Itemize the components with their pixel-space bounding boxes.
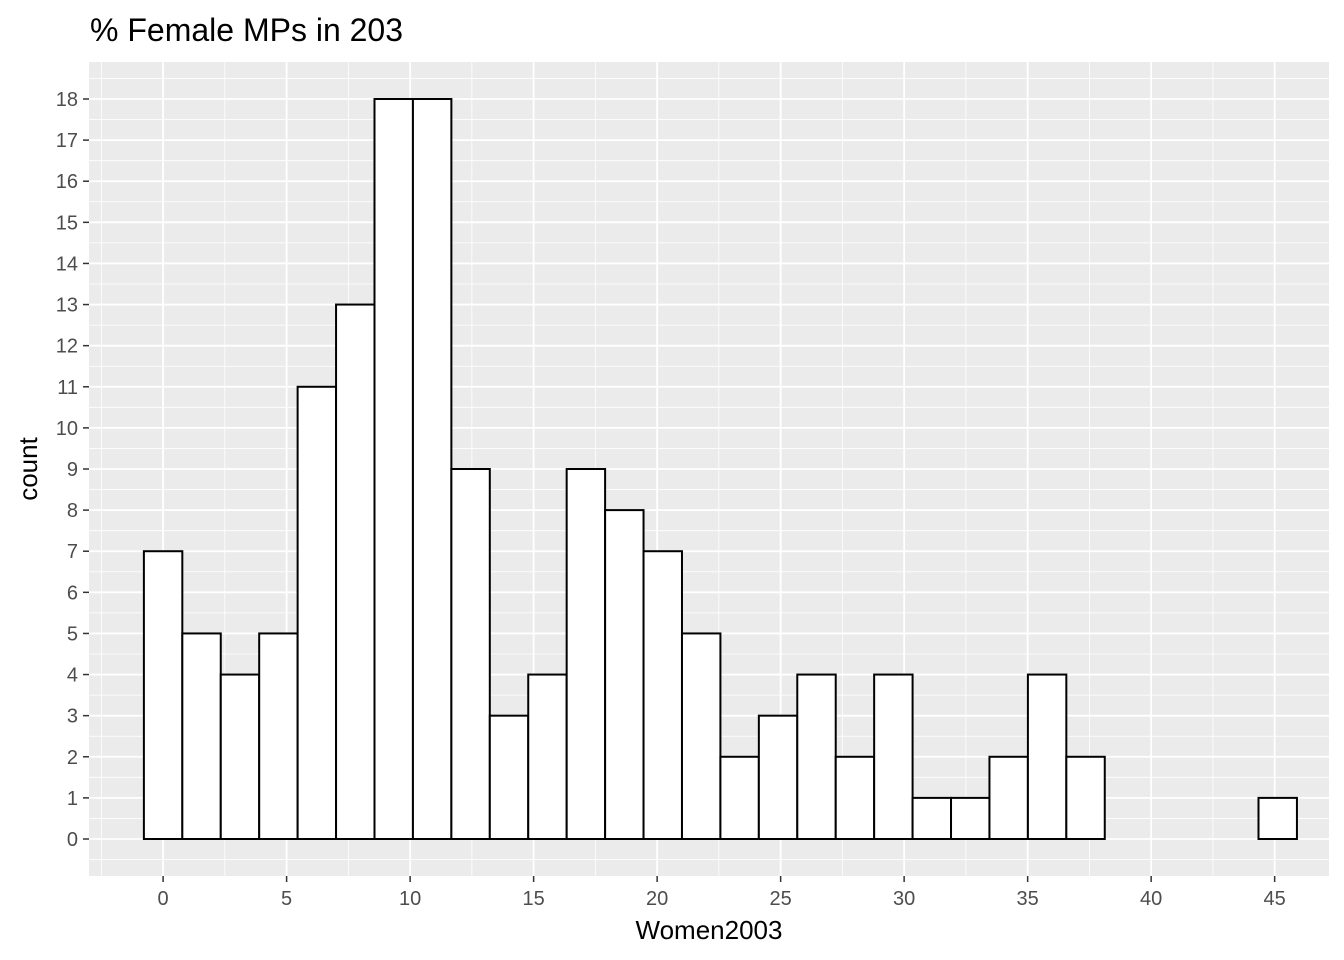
y-tick-label: 10 <box>56 418 78 440</box>
histogram-bar <box>142 550 184 840</box>
histogram-bar <box>219 673 261 840</box>
y-tick-label: 4 <box>67 665 78 687</box>
x-tick-label: 25 <box>770 888 792 910</box>
y-tick-label: 18 <box>56 89 78 111</box>
x-tick-label: 0 <box>158 888 169 910</box>
x-tick-label: 20 <box>646 888 668 910</box>
y-tick-label: 17 <box>56 130 78 152</box>
histogram-bar <box>411 98 453 840</box>
histogram-bar <box>527 673 568 840</box>
y-tick-label: 5 <box>67 623 78 645</box>
histogram-bars <box>142 98 1298 841</box>
y-tick-label: 16 <box>56 171 78 193</box>
x-axis: 0 5 10 15 20 25 30 35 40 45 <box>158 876 1286 910</box>
y-tick-label: 6 <box>67 582 78 604</box>
histogram-bar <box>335 303 376 840</box>
y-tick-label: 3 <box>67 706 78 728</box>
y-tick-label: 13 <box>56 295 78 317</box>
y-tick-label: 7 <box>67 541 78 563</box>
histogram-bar <box>373 98 414 840</box>
histogram-bar <box>834 755 876 840</box>
histogram-bar <box>181 632 222 841</box>
y-tick-label: 12 <box>56 336 78 358</box>
histogram-bar <box>565 468 607 840</box>
x-tick-label: 45 <box>1264 888 1286 910</box>
x-tick-label: 35 <box>1017 888 1039 910</box>
y-tick-label: 9 <box>67 459 78 481</box>
histogram-bar <box>450 468 491 840</box>
histogram-bar <box>719 755 760 840</box>
x-tick-label: 15 <box>522 888 544 910</box>
histogram-bar <box>604 509 645 840</box>
y-tick-label: 14 <box>56 253 78 275</box>
histogram-bar <box>258 632 299 841</box>
histogram-bar <box>1026 673 1068 840</box>
histogram-bar <box>873 673 914 840</box>
y-tick-label: 11 <box>57 377 78 399</box>
histogram-bar <box>1065 755 1106 840</box>
y-axis-title: count <box>13 436 43 500</box>
x-tick-label: 10 <box>399 888 421 910</box>
x-tick-label: 5 <box>281 888 292 910</box>
y-tick-label: 8 <box>67 500 78 522</box>
histogram-bar <box>642 550 683 840</box>
histogram-bar <box>988 755 1029 840</box>
histogram-bar <box>796 673 837 840</box>
histogram-bar <box>680 632 722 841</box>
histogram-bar <box>950 796 991 841</box>
y-tick-label: 15 <box>56 212 78 234</box>
y-tick-label: 0 <box>67 829 78 851</box>
y-tick-label: 1 <box>67 788 78 810</box>
histogram-bar <box>296 385 338 840</box>
chart-title: % Female MPs in 203 <box>90 12 403 48</box>
histogram-bar <box>488 714 530 841</box>
x-tick-label: 30 <box>893 888 915 910</box>
x-tick-label: 40 <box>1140 888 1162 910</box>
histogram-bar <box>911 796 953 841</box>
histogram-bar <box>1257 796 1298 841</box>
x-axis-title: Women2003 <box>636 915 783 945</box>
histogram-bar <box>757 714 799 841</box>
y-tick-label: 2 <box>67 747 78 769</box>
